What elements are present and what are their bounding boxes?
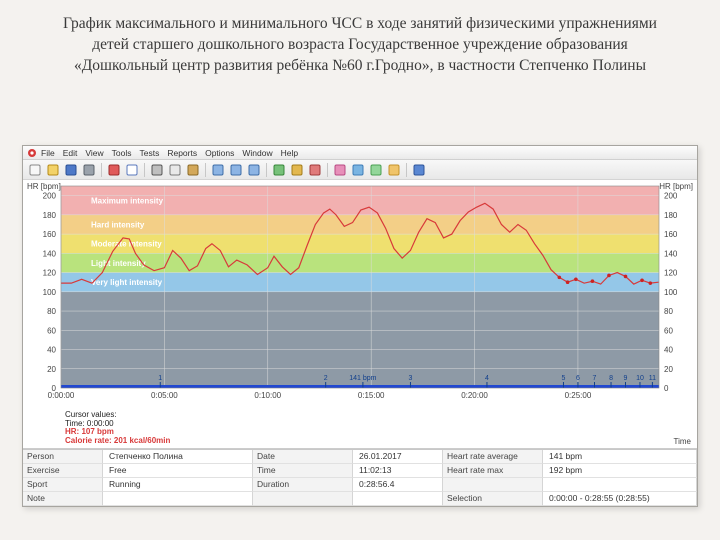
new-icon[interactable] (27, 162, 43, 178)
svg-text:6: 6 (576, 375, 580, 382)
toolbar-separator (327, 163, 328, 177)
chart-bar-icon[interactable] (332, 162, 348, 178)
svg-text:0:10:00: 0:10:00 (254, 391, 281, 400)
menubar: File Edit View Tools Tests Reports Options Wind… (23, 146, 697, 160)
copy-icon[interactable] (167, 162, 183, 178)
svg-text:180: 180 (664, 211, 678, 220)
svg-text:0:15:00: 0:15:00 (358, 391, 385, 400)
y-axis-label-right: HR [bpm] (659, 182, 693, 191)
cursor-values: Cursor values: Time: 0:00:00 HR: 107 bpm… (65, 411, 170, 446)
svg-text:140: 140 (43, 249, 57, 258)
calendar-icon[interactable] (124, 162, 140, 178)
chart-area[interactable]: 0020204040606080801001001201201401401601… (23, 180, 697, 449)
marker2-icon[interactable] (289, 162, 305, 178)
svg-text:20: 20 (664, 365, 673, 374)
svg-text:0:20:00: 0:20:00 (461, 391, 488, 400)
svg-text:Hard intensity: Hard intensity (91, 220, 145, 229)
toolbar-separator (144, 163, 145, 177)
menu-file[interactable]: File (41, 148, 55, 158)
app-window: File Edit View Tools Tests Reports Options Wind… (22, 145, 698, 507)
svg-text:160: 160 (664, 230, 678, 239)
svg-text:Moderate intensity: Moderate intensity (91, 240, 162, 249)
menu-edit[interactable]: Edit (63, 148, 78, 158)
svg-text:9: 9 (624, 375, 628, 382)
app-icon (27, 148, 37, 158)
menu-tests[interactable]: Tests (139, 148, 159, 158)
menu-view[interactable]: View (85, 148, 103, 158)
svg-text:60: 60 (47, 326, 56, 335)
marker3-icon[interactable] (307, 162, 323, 178)
svg-text:Light intensity: Light intensity (91, 259, 146, 268)
y-axis-label-left: HR [bpm] (27, 182, 61, 191)
svg-text:100: 100 (43, 288, 57, 297)
page-title: График максимального и минимального ЧСС … (0, 0, 720, 85)
menu-tools[interactable]: Tools (112, 148, 132, 158)
cut-icon[interactable] (149, 162, 165, 178)
menu-window[interactable]: Window (242, 148, 272, 158)
svg-text:100: 100 (664, 288, 678, 297)
help-icon[interactable] (411, 162, 427, 178)
svg-text:200: 200 (664, 192, 678, 201)
hr-chart: 0020204040606080801001001201201401401601… (23, 180, 697, 505)
svg-text:2: 2 (324, 375, 328, 382)
zoom-in-icon[interactable] (228, 162, 244, 178)
toolbar-separator (101, 163, 102, 177)
svg-text:8: 8 (609, 375, 613, 382)
svg-text:0:25:00: 0:25:00 (565, 391, 592, 400)
chart-line-icon[interactable] (350, 162, 366, 178)
svg-text:0:05:00: 0:05:00 (151, 391, 178, 400)
svg-text:60: 60 (664, 326, 673, 335)
marker1-icon[interactable] (271, 162, 287, 178)
svg-text:200: 200 (43, 192, 57, 201)
svg-text:141 bpm: 141 bpm (349, 375, 376, 382)
paste-icon[interactable] (185, 162, 201, 178)
svg-text:11: 11 (649, 375, 656, 382)
svg-text:5: 5 (562, 375, 566, 382)
svg-text:40: 40 (47, 346, 56, 355)
svg-text:120: 120 (664, 269, 678, 278)
svg-text:Very light intensity: Very light intensity (91, 278, 163, 287)
svg-text:3: 3 (409, 375, 413, 382)
cursor-cal: Calorie rate: 201 kcal/60min (65, 437, 170, 446)
chart-area-icon[interactable] (386, 162, 402, 178)
svg-text:120: 120 (43, 269, 57, 278)
svg-text:1: 1 (158, 375, 162, 382)
open-icon[interactable] (45, 162, 61, 178)
zoom-out-icon[interactable] (246, 162, 262, 178)
test-icon[interactable] (106, 162, 122, 178)
menu-options[interactable]: Options (205, 148, 234, 158)
save-icon[interactable] (63, 162, 79, 178)
svg-text:4: 4 (485, 375, 489, 382)
toolbar-separator (406, 163, 407, 177)
menu-help[interactable]: Help (281, 148, 298, 158)
menu-reports[interactable]: Reports (167, 148, 197, 158)
svg-text:80: 80 (664, 307, 673, 316)
svg-text:160: 160 (43, 230, 57, 239)
svg-text:7: 7 (593, 375, 597, 382)
svg-text:0:00:00: 0:00:00 (48, 391, 75, 400)
svg-text:40: 40 (664, 346, 673, 355)
svg-text:80: 80 (47, 307, 56, 316)
print-icon[interactable] (81, 162, 97, 178)
zoom-full-icon[interactable] (210, 162, 226, 178)
svg-text:140: 140 (664, 249, 678, 258)
toolbar-separator (266, 163, 267, 177)
toolbar-separator (205, 163, 206, 177)
svg-text:180: 180 (43, 211, 57, 220)
svg-text:Maximum intensity: Maximum intensity (91, 196, 164, 205)
toolbar (23, 160, 697, 180)
svg-text:0: 0 (664, 384, 669, 393)
x-axis-label: Time (674, 437, 691, 446)
chart-stack-icon[interactable] (368, 162, 384, 178)
svg-text:20: 20 (47, 365, 56, 374)
svg-text:10: 10 (636, 375, 644, 382)
